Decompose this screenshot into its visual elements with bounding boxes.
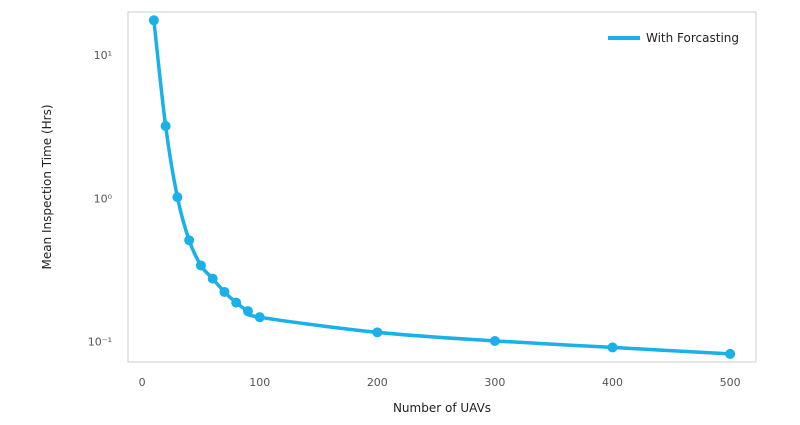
data-point bbox=[231, 297, 242, 308]
plot-frame bbox=[127, 11, 757, 363]
data-point bbox=[219, 286, 230, 297]
x-tick-label: 400 bbox=[602, 376, 623, 389]
y-tick-labels: 10⁻¹ 10⁰ 10¹ bbox=[88, 49, 113, 348]
data-point bbox=[372, 327, 383, 338]
data-point bbox=[184, 235, 195, 246]
legend-label: With Forcasting bbox=[646, 31, 739, 45]
y-tick-label: 10¹ bbox=[94, 49, 112, 62]
x-axis-label: Number of UAVs bbox=[393, 401, 491, 415]
y-axis-label: Mean Inspection Time (Hrs) bbox=[40, 104, 54, 269]
data-point bbox=[607, 342, 618, 353]
data-point bbox=[207, 273, 218, 284]
data-point bbox=[725, 348, 736, 359]
data-point bbox=[172, 192, 183, 203]
x-tick-labels: 0 100 200 300 400 500 bbox=[139, 376, 741, 389]
data-point bbox=[489, 335, 500, 346]
series-layer bbox=[148, 15, 736, 359]
y-tick-label: 10⁰ bbox=[94, 192, 113, 205]
y-tick-label: 10⁻¹ bbox=[88, 336, 112, 349]
x-tick-label: 300 bbox=[484, 376, 505, 389]
x-tick-label: 500 bbox=[720, 376, 741, 389]
data-point bbox=[195, 260, 206, 271]
data-point bbox=[148, 15, 159, 26]
x-tick-label: 200 bbox=[367, 376, 388, 389]
data-point bbox=[254, 312, 265, 323]
x-tick-label: 0 bbox=[139, 376, 146, 389]
x-tick-label: 100 bbox=[249, 376, 270, 389]
data-point bbox=[160, 120, 171, 131]
legend: With Forcasting bbox=[608, 31, 739, 45]
data-point bbox=[242, 306, 253, 317]
